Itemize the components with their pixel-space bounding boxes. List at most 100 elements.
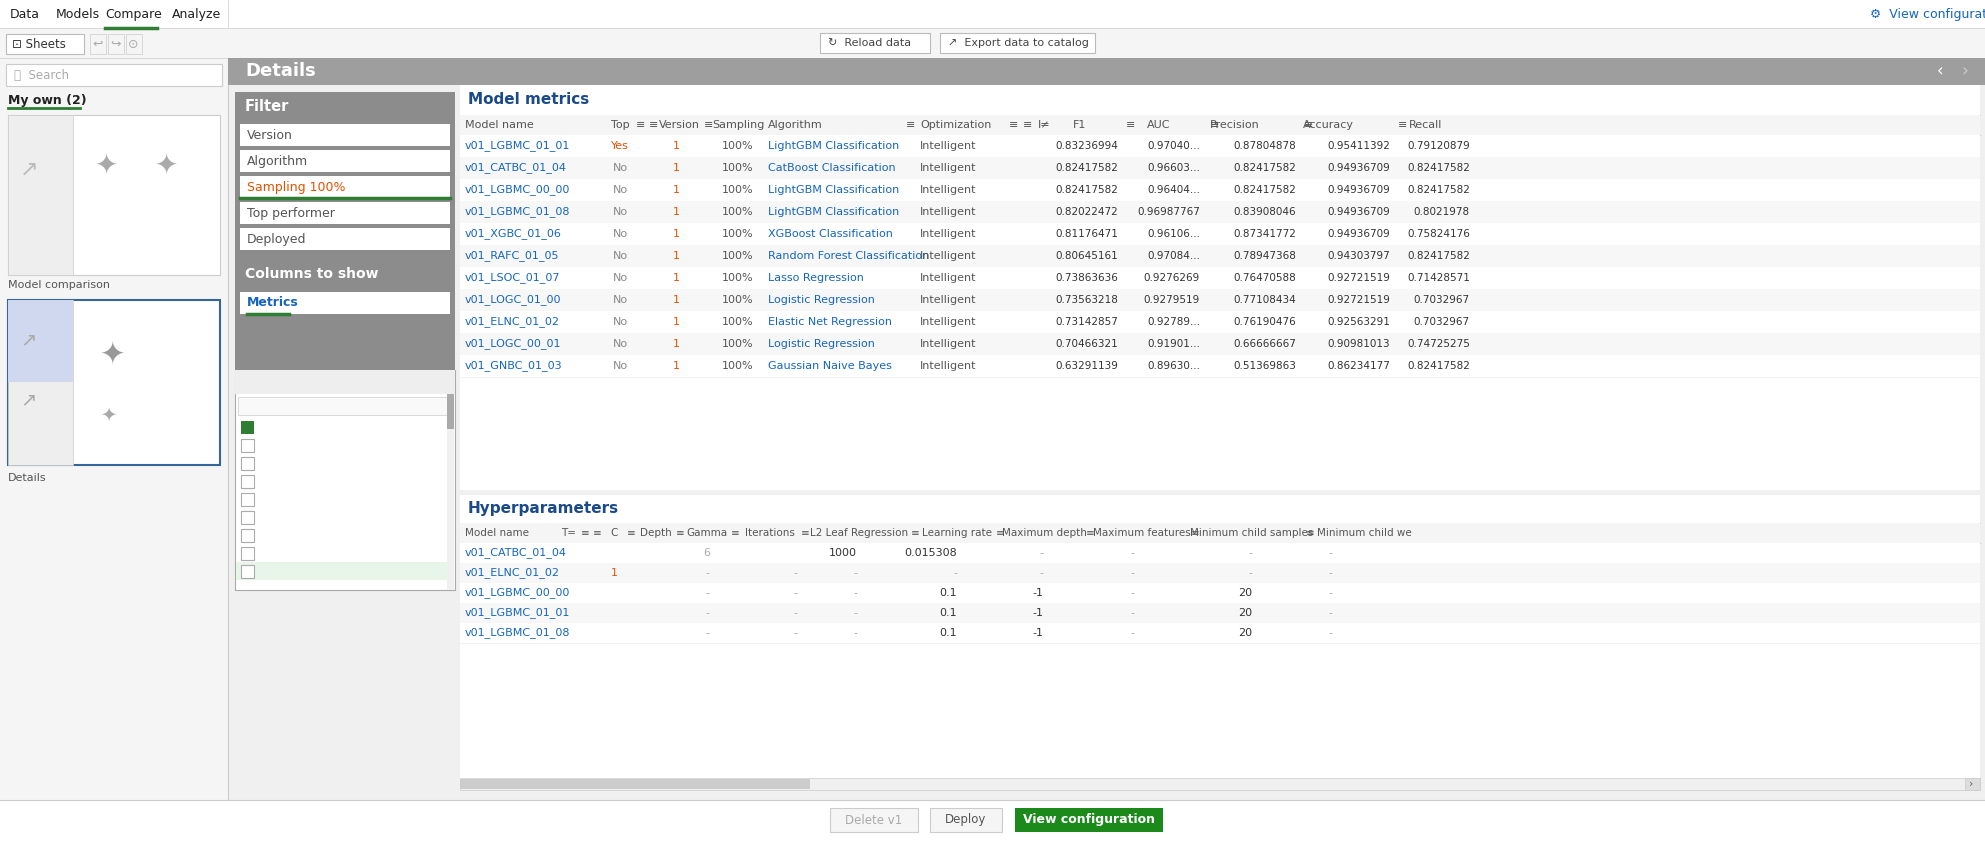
Text: Random Forest Classification: Random Forest Classification: [768, 251, 929, 261]
Text: -: -: [1129, 608, 1133, 618]
Text: 0.96106...: 0.96106...: [1147, 229, 1201, 239]
Text: 0.73863636: 0.73863636: [1056, 273, 1118, 283]
FancyBboxPatch shape: [461, 603, 1979, 623]
Text: 0.97040...: 0.97040...: [1147, 141, 1201, 151]
Text: 0.9276269: 0.9276269: [1143, 273, 1201, 283]
Text: Intelligent: Intelligent: [919, 251, 977, 261]
Text: -: -: [792, 608, 798, 618]
Text: 0.94936709: 0.94936709: [1328, 185, 1390, 195]
FancyBboxPatch shape: [240, 292, 451, 314]
Text: 6: 6: [703, 548, 711, 558]
Text: Metrics: Metrics: [242, 375, 294, 389]
Text: 1: 1: [611, 568, 617, 578]
FancyBboxPatch shape: [820, 33, 931, 53]
Text: ≡: ≡: [1086, 528, 1094, 538]
Text: Version: Version: [659, 120, 701, 130]
Text: Deploy: Deploy: [945, 813, 987, 827]
Text: v01_LSOC_01_07: v01_LSOC_01_07: [464, 272, 560, 283]
Text: ↩: ↩: [91, 38, 103, 50]
Text: ≡: ≡: [1008, 120, 1018, 130]
Text: v01_LGBMC_00_00: v01_LGBMC_00_00: [464, 588, 570, 599]
FancyBboxPatch shape: [240, 565, 254, 578]
Text: v01_LOGC_00_01: v01_LOGC_00_01: [464, 339, 562, 350]
Text: Recall: Recall: [258, 422, 296, 432]
Text: 1: 1: [673, 229, 681, 239]
Text: v01_ELNC_01_02: v01_ELNC_01_02: [464, 316, 560, 327]
Text: Intelligent: Intelligent: [919, 295, 977, 305]
Text: ≡: ≡: [594, 528, 601, 538]
Text: 0.94303797: 0.94303797: [1328, 251, 1390, 261]
Text: Models: Models: [56, 8, 99, 20]
Text: ↗: ↗: [20, 390, 36, 410]
Text: Log loss: Log loss: [258, 548, 304, 558]
Text: 0.51369863: 0.51369863: [1233, 361, 1296, 371]
Text: ↪: ↪: [109, 38, 121, 50]
FancyBboxPatch shape: [461, 179, 1979, 201]
FancyBboxPatch shape: [461, 333, 1979, 355]
FancyBboxPatch shape: [461, 157, 1979, 179]
Text: Fallout: Fallout: [258, 458, 296, 468]
Text: Elastic Net Regression: Elastic Net Regression: [768, 317, 891, 327]
Text: 1: 1: [673, 207, 681, 217]
Text: Sampling 100%: Sampling 100%: [246, 181, 345, 193]
Text: 0.77108434: 0.77108434: [1233, 295, 1296, 305]
Text: Yes: Yes: [611, 141, 629, 151]
FancyBboxPatch shape: [461, 779, 810, 789]
Text: v01_CATBC_01_04: v01_CATBC_01_04: [464, 162, 568, 173]
FancyBboxPatch shape: [240, 511, 254, 524]
Text: ≡: ≡: [705, 120, 715, 130]
Text: 0.75824176: 0.75824176: [1407, 229, 1471, 239]
Text: 0.82417582: 0.82417582: [1407, 185, 1471, 195]
Text: Recall: Recall: [1409, 120, 1443, 130]
Text: 0.83236994: 0.83236994: [1056, 141, 1118, 151]
Text: 100%: 100%: [723, 295, 754, 305]
FancyBboxPatch shape: [461, 223, 1979, 245]
Text: 100%: 100%: [723, 339, 754, 349]
Text: 0.66666667: 0.66666667: [1233, 339, 1296, 349]
FancyBboxPatch shape: [6, 34, 83, 54]
FancyBboxPatch shape: [125, 34, 143, 54]
Text: ≡: ≡: [1397, 120, 1407, 130]
Text: -: -: [1249, 568, 1253, 578]
Text: 0.90981013: 0.90981013: [1328, 339, 1390, 349]
Text: Lasso Regression: Lasso Regression: [768, 273, 863, 283]
Text: 100%: 100%: [723, 251, 754, 261]
FancyBboxPatch shape: [447, 394, 455, 590]
Text: ≡: ≡: [996, 528, 1004, 538]
FancyBboxPatch shape: [0, 800, 1985, 841]
Text: L2 Leaf Regression: L2 Leaf Regression: [810, 528, 909, 538]
Text: No: No: [613, 229, 627, 239]
Text: 0.92721519: 0.92721519: [1328, 273, 1390, 283]
Text: -: -: [1328, 568, 1332, 578]
Text: 0.80645161: 0.80645161: [1056, 251, 1118, 261]
Text: Intelligent: Intelligent: [919, 317, 977, 327]
Text: -: -: [705, 568, 709, 578]
Text: ≡: ≡: [1211, 120, 1219, 130]
Text: Intelligent: Intelligent: [919, 207, 977, 217]
Text: 0.96404...: 0.96404...: [1147, 185, 1201, 195]
FancyBboxPatch shape: [234, 370, 455, 590]
Text: Gamma: Gamma: [687, 528, 728, 538]
Text: C: C: [609, 528, 617, 538]
Text: -: -: [792, 568, 798, 578]
Text: ≡: ≡: [1125, 120, 1135, 130]
Text: ›: ›: [1961, 62, 1969, 80]
Text: Logistic Regression: Logistic Regression: [768, 295, 875, 305]
Text: 1: 1: [673, 251, 681, 261]
Text: 0.83908046: 0.83908046: [1233, 207, 1296, 217]
Text: -: -: [1328, 548, 1332, 558]
Text: ≡: ≡: [627, 528, 635, 538]
Text: 🔍  Search in listbox: 🔍 Search in listbox: [244, 401, 343, 411]
FancyBboxPatch shape: [0, 58, 228, 800]
Text: Model name: Model name: [464, 120, 534, 130]
FancyBboxPatch shape: [236, 562, 449, 580]
FancyBboxPatch shape: [240, 493, 254, 506]
Text: Intelligent: Intelligent: [919, 163, 977, 173]
Text: F1: F1: [1074, 120, 1086, 130]
FancyBboxPatch shape: [240, 457, 254, 470]
Text: v01_LGBMC_01_01: v01_LGBMC_01_01: [464, 140, 570, 151]
Text: Model comparison: Model comparison: [8, 280, 109, 290]
Text: CatBoost Classification: CatBoost Classification: [768, 163, 895, 173]
Text: 0.73142857: 0.73142857: [1056, 317, 1118, 327]
Text: 0.73563218: 0.73563218: [1056, 295, 1118, 305]
